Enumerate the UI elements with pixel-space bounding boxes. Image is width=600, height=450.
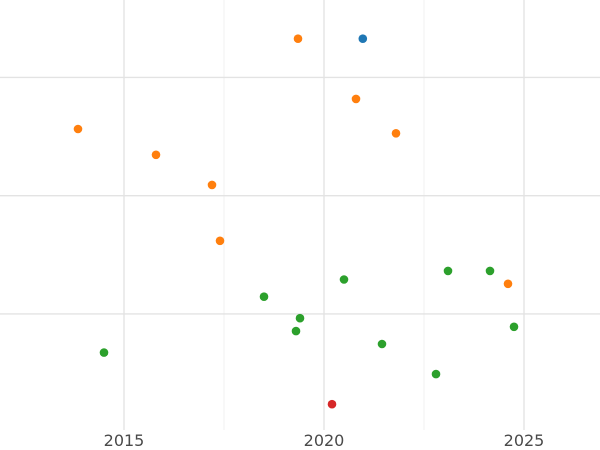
data-point bbox=[377, 339, 387, 349]
data-point bbox=[509, 322, 519, 332]
x-tick-label: 2025 bbox=[504, 431, 545, 450]
x-axis-tick-labels: 2015 2020 2025 bbox=[104, 431, 545, 450]
data-point bbox=[443, 266, 453, 276]
data-point bbox=[391, 129, 401, 138]
data-point bbox=[339, 275, 349, 284]
data-point bbox=[291, 326, 301, 336]
data-point bbox=[485, 266, 495, 276]
data-point bbox=[431, 369, 441, 379]
x-tick-label: 2015 bbox=[104, 431, 145, 450]
grid-lines bbox=[0, 0, 600, 430]
data-point bbox=[327, 399, 337, 409]
data-point bbox=[295, 313, 305, 323]
data-point bbox=[215, 236, 225, 246]
data-point bbox=[351, 94, 361, 104]
data-point bbox=[293, 34, 303, 43]
data-point bbox=[73, 124, 83, 134]
data-point bbox=[358, 34, 368, 43]
data-point bbox=[503, 279, 513, 289]
data-point bbox=[207, 180, 217, 190]
data-point bbox=[151, 150, 161, 160]
x-tick-label: 2020 bbox=[304, 431, 345, 450]
data-points bbox=[73, 34, 519, 409]
data-point bbox=[259, 292, 269, 302]
data-point bbox=[99, 348, 109, 357]
